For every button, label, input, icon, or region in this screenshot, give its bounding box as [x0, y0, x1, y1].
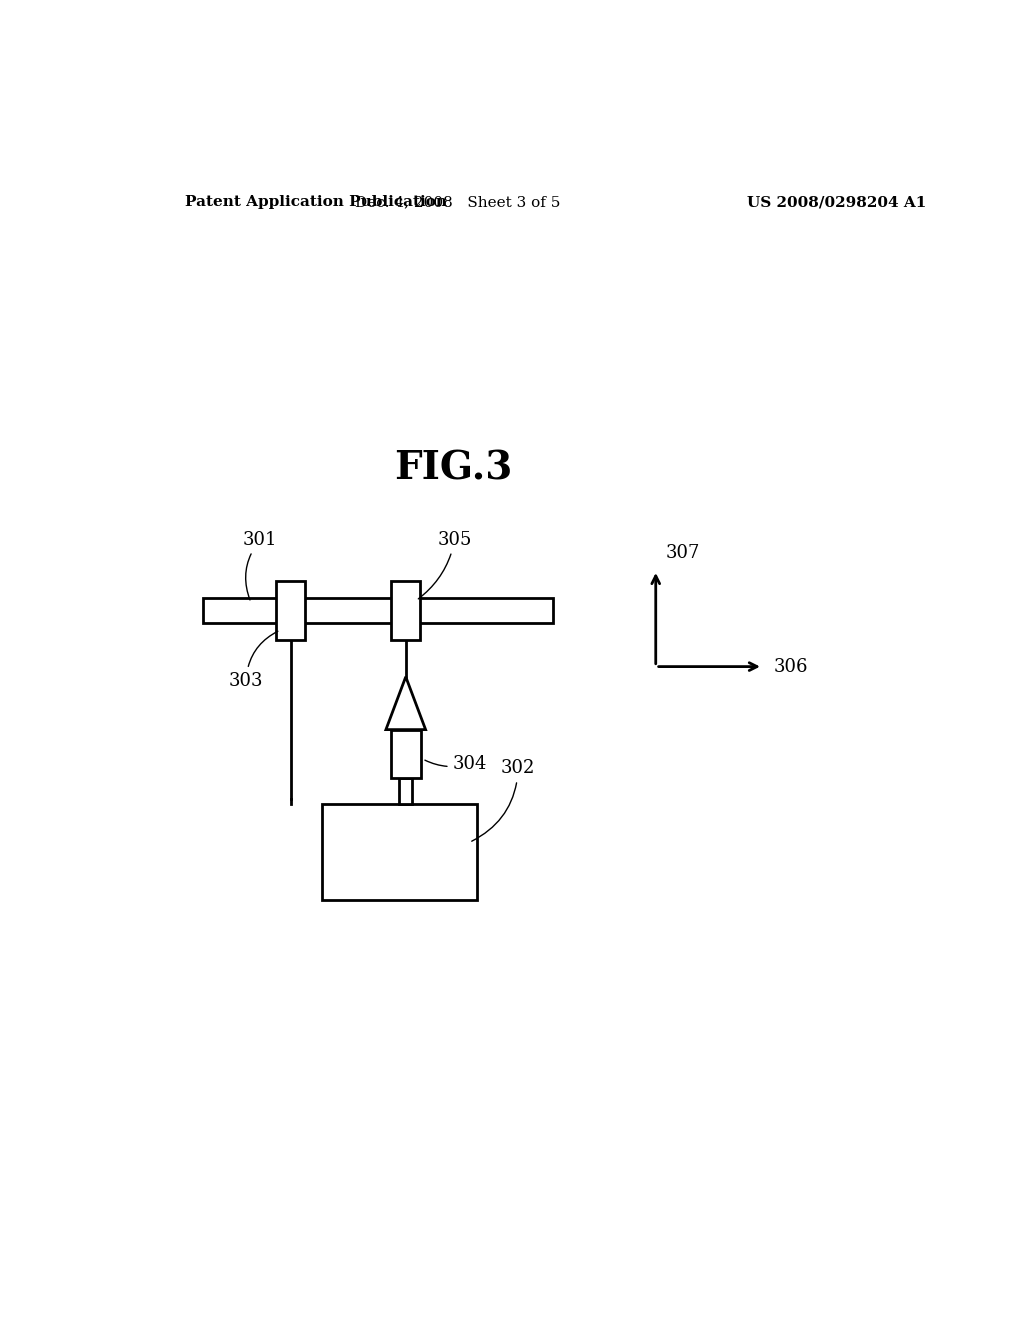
Bar: [391, 581, 420, 640]
Text: FIG.3: FIG.3: [394, 449, 513, 487]
Text: 304: 304: [425, 755, 487, 774]
Polygon shape: [386, 677, 426, 730]
Bar: [323, 804, 477, 900]
Text: 307: 307: [666, 544, 699, 562]
Bar: [399, 779, 412, 804]
Text: US 2008/0298204 A1: US 2008/0298204 A1: [748, 195, 927, 209]
Text: Dec. 4, 2008   Sheet 3 of 5: Dec. 4, 2008 Sheet 3 of 5: [354, 195, 560, 209]
Text: 302: 302: [472, 759, 536, 841]
Bar: [204, 598, 553, 623]
Text: 303: 303: [228, 631, 278, 690]
Bar: [391, 730, 421, 779]
Text: 305: 305: [419, 531, 472, 599]
Text: 306: 306: [773, 657, 808, 676]
Text: 301: 301: [243, 531, 278, 601]
Text: Patent Application Publication: Patent Application Publication: [185, 195, 447, 209]
Bar: [276, 581, 305, 640]
